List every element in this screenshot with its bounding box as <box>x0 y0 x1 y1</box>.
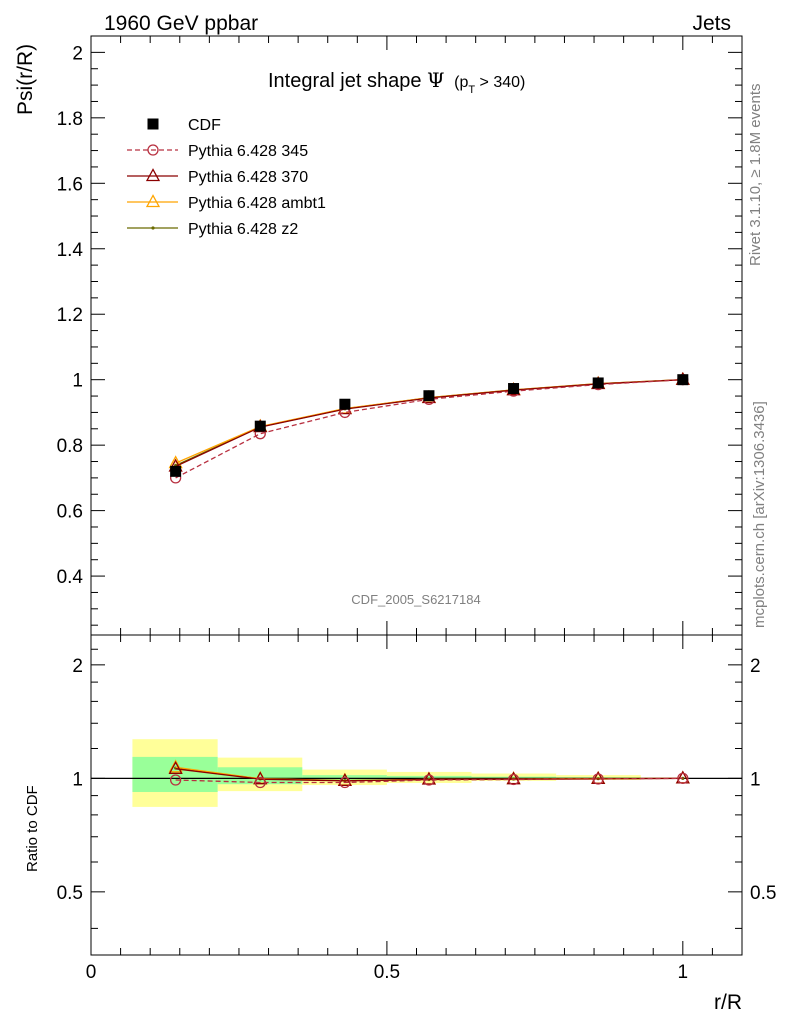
ratio-series-layer <box>168 759 690 789</box>
data-point-pythia-6-428-345 <box>677 772 689 785</box>
data-point-cdf <box>423 390 435 402</box>
ratio-y-tick-label-left: 0.5 <box>57 883 83 904</box>
series-line-pythia-6-428-345 <box>175 777 683 784</box>
header-process-label: Jets <box>692 12 731 35</box>
legend-label-cdf: CDF <box>188 117 221 134</box>
ratio-y-tick-label-left: 2 <box>72 656 83 677</box>
data-point-cdf <box>508 383 520 395</box>
mcplots-reference-label: mcplots.cern.ch [arXiv:1306.3436] <box>751 401 768 628</box>
legend: CDF Pythia 6.428 345 Pythia 6.428 370 Pythi… <box>127 117 326 238</box>
main-y-tick-label: 1.6 <box>57 174 83 195</box>
main-y-tick-label: 0.8 <box>57 436 83 457</box>
data-point-pythia-6-428-345 <box>169 774 182 786</box>
main-y-tick-label: 1.4 <box>57 240 84 261</box>
series-line-pythia-6-428-370 <box>175 768 683 782</box>
main-y-tick-label: 1 <box>72 371 83 392</box>
data-point-pythia-6-428-z2 <box>681 776 685 780</box>
ratio-y-tick-label-right: 1 <box>750 769 761 790</box>
data-point-pythia-6-428-370 <box>337 772 352 786</box>
x-tick-label: 0.5 <box>374 962 400 983</box>
plot-title: Integral jet shape Ψ (pT > 340) <box>268 68 525 96</box>
data-point-cdf <box>339 398 351 410</box>
ratio-y-tick-label-left: 1 <box>72 769 83 790</box>
plot-title-cut-sub: T <box>468 84 475 96</box>
legend-marker-pythia-6-428-ambt1 <box>145 194 161 208</box>
legend-marker-pythia-6-428-370 <box>145 168 161 182</box>
x-tick-label: 1 <box>678 962 689 983</box>
ratio-y-tick-label-right: 0.5 <box>750 883 776 904</box>
main-y-axis-label: Psi(r/R) <box>14 44 37 115</box>
plot-title-text: Integral jet shape <box>268 70 421 92</box>
x-tick-label: 0 <box>86 962 97 983</box>
data-point-pythia-6-428-ambt1 <box>168 759 183 773</box>
data-point-cdf <box>254 420 266 432</box>
main-y-tick-label: 1.8 <box>57 109 83 130</box>
legend-marker-pythia-6-428-345 <box>147 144 159 156</box>
main-y-tick-label: 2 <box>72 43 83 64</box>
analysis-id-watermark: CDF_2005_S6217184 <box>351 592 480 607</box>
legend-label-pythia-6-428-z2: Pythia 6.428 z2 <box>188 221 298 238</box>
data-point-pythia-6-428-345 <box>339 776 351 789</box>
data-point-pythia-6-428-370 <box>421 771 437 785</box>
data-point-pythia-6-428-370 <box>591 770 606 784</box>
main-y-tick-label: 0.4 <box>57 567 84 588</box>
ratio-y-tick-label-right: 2 <box>750 656 761 677</box>
legend-marker-cdf <box>147 118 159 130</box>
data-point-pythia-6-428-345 <box>507 773 520 786</box>
data-point-cdf <box>592 377 604 389</box>
legend-label-pythia-6-428-345: Pythia 6.428 345 <box>188 143 308 160</box>
main-series-layer <box>168 371 690 484</box>
main-y-tick-label: 0.6 <box>57 502 83 523</box>
data-point-pythia-6-428-370 <box>168 760 183 774</box>
plot-title-cut-suffix: > 340) <box>475 74 525 91</box>
main-y-tick-label: 1.2 <box>57 305 83 326</box>
legend-label-pythia-6-428-370: Pythia 6.428 370 <box>188 169 308 186</box>
plot-title-symbol: Ψ <box>427 68 445 92</box>
data-point-pythia-6-428-370 <box>506 771 521 785</box>
data-point-pythia-6-428-345 <box>592 773 604 785</box>
data-point-cdf <box>170 465 182 477</box>
legend-label-pythia-6-428-ambt1: Pythia 6.428 ambt1 <box>188 195 326 212</box>
data-point-pythia-6-428-345 <box>254 776 266 789</box>
ratio-uncertainty-bands <box>91 739 742 807</box>
plot-title-cut-prefix: (p <box>454 74 468 91</box>
x-axis-label: r/R <box>714 991 742 1014</box>
axes-ticks: 0.4 0.6 0.8 1 1.2 1.4 1.6 1.8 2 0 0.5 1 0.5 0.5 1 1 2 2 <box>57 36 776 983</box>
data-point-pythia-6-428-345 <box>423 774 435 786</box>
data-point-cdf <box>677 374 689 386</box>
legend-marker-pythia-6-428-z2 <box>151 226 155 230</box>
ratio-y-axis-label: Ratio to CDF <box>24 785 41 872</box>
header-energy-label: 1960 GeV ppbar <box>104 12 258 35</box>
rivet-version-label: Rivet 3.1.10, ≥ 1.8M events <box>747 84 764 267</box>
